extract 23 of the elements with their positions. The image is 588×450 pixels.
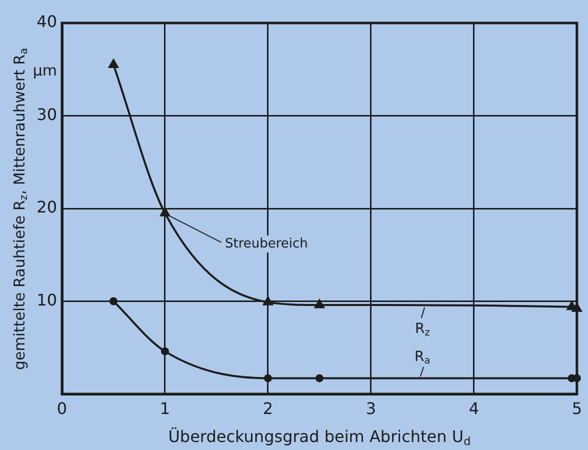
point [314,298,325,308]
point [262,296,274,306]
point [109,297,118,306]
point [160,347,169,356]
x-tick-label: 4 [468,398,480,418]
x-axis-title: Überdeckungsgrad beim Abrichten U$_{d}$ [168,427,471,448]
x-tick-label: 1 [160,398,170,418]
x-tick-label: 5 [572,398,582,418]
point [264,374,272,382]
y-tick-label: 20 [36,198,57,217]
series-label: R$_{a}$ [414,349,430,367]
legend-label: R$_{z}$ [414,320,430,338]
annotation: Streubereich [222,236,310,253]
point [108,58,119,68]
x-tick-label: 0 [56,398,68,418]
y-tick-label: 30 [36,104,57,124]
point [160,207,170,216]
x-tick-label: 3 [366,398,376,418]
x-tick-label: 2 [262,398,274,418]
text: µm [32,62,57,80]
point [315,374,324,382]
y-tick-label: 40 [36,12,57,32]
y-tick-label: 10 [36,290,57,310]
